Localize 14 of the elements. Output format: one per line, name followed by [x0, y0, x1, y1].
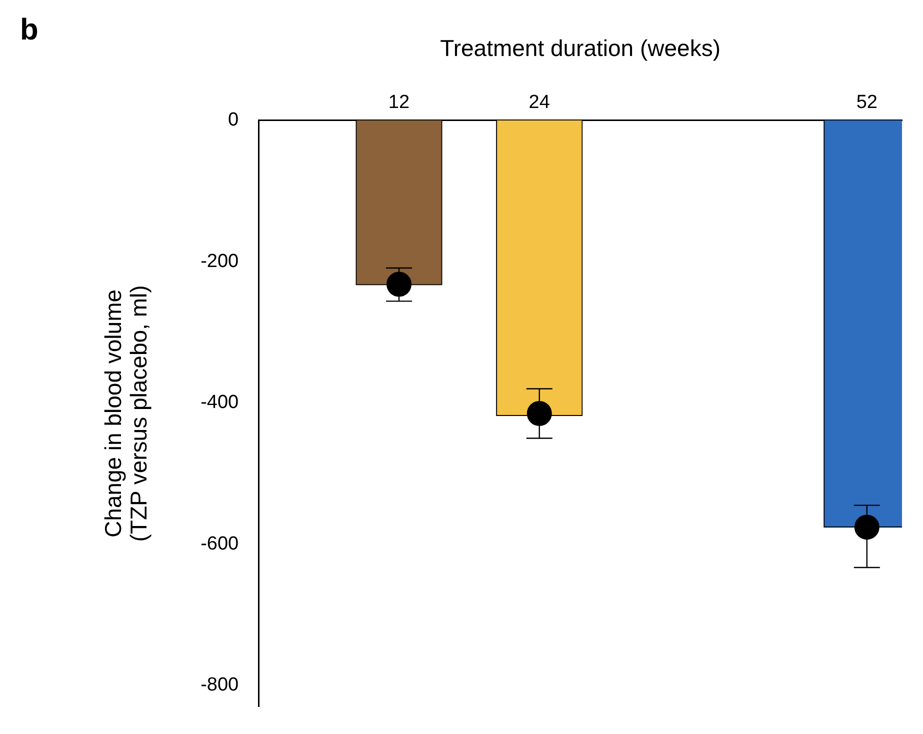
y-tick-label: -800 — [200, 674, 239, 696]
y-tick-label: -400 — [200, 392, 239, 414]
x-tick-label: 52 — [856, 92, 878, 114]
y-tick-label: 0 — [228, 110, 239, 131]
y-axis-title: Change in blood volume (TZP versus placebo, ml) — [100, 285, 152, 542]
point — [526, 401, 552, 426]
x-tick-label: 12 — [388, 92, 410, 114]
y-tick-label: -200 — [200, 250, 239, 272]
x-tick-label: 24 — [528, 92, 550, 114]
point — [386, 272, 412, 297]
point — [854, 514, 880, 540]
y-tick-label: -600 — [200, 533, 239, 554]
x-axis-title: Treatment duration (weeks) — [440, 35, 720, 62]
text: b — [20, 13, 38, 46]
